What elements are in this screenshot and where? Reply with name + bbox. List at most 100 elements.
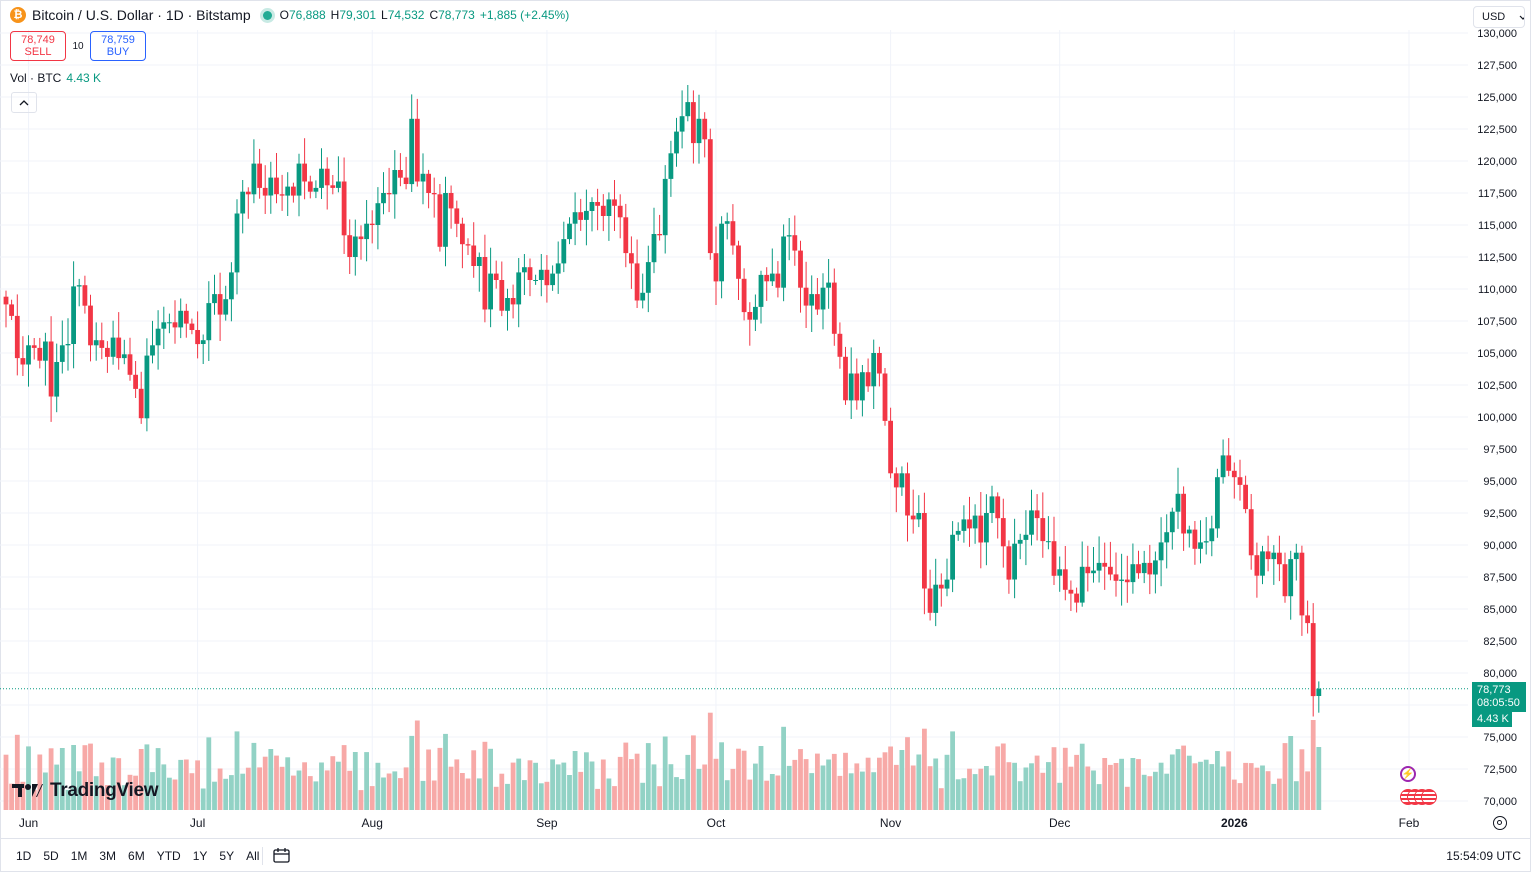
volume-bar: [1271, 783, 1277, 810]
candle: [206, 303, 212, 341]
volume-bar: [544, 781, 550, 810]
candle: [409, 118, 415, 185]
candle: [420, 173, 426, 182]
volume-bar: [1248, 763, 1254, 810]
candle: [482, 257, 488, 310]
candle: [155, 328, 161, 346]
event-lightning-icon[interactable]: ⚡: [1400, 766, 1416, 782]
buy-button[interactable]: 78,759 BUY: [90, 31, 146, 61]
spread-value: 10: [72, 40, 84, 52]
volume-bar: [268, 749, 274, 810]
settings-icon[interactable]: [1493, 816, 1507, 830]
price-tick-label: 127,500: [1477, 60, 1517, 72]
symbol-legend: ₿ Bitcoin / U.S. Dollar · 1D · Bitstamp …: [10, 7, 569, 23]
volume-bar: [37, 754, 43, 810]
close-value: 78,773: [438, 8, 475, 22]
candle: [341, 181, 347, 236]
range-button-3m[interactable]: 3M: [99, 849, 117, 863]
volume-bar: [223, 778, 229, 810]
range-button-all[interactable]: All: [246, 849, 260, 863]
candle: [296, 163, 302, 196]
range-button-1d[interactable]: 1D: [16, 849, 32, 863]
volume-bar: [522, 780, 527, 810]
volume-bar: [183, 759, 189, 810]
candle: [1079, 566, 1085, 603]
candle: [1305, 615, 1310, 624]
candle: [1254, 555, 1260, 576]
sell-label: SELL: [24, 46, 52, 58]
volume-bar: [809, 773, 815, 810]
price-tick-label: 75,000: [1483, 732, 1517, 744]
symbol-title[interactable]: Bitcoin / U.S. Dollar · 1D · Bitstamp: [32, 7, 251, 23]
candle: [358, 236, 364, 240]
candle: [1034, 510, 1040, 519]
volume-bar: [3, 754, 9, 810]
volume-bar: [155, 748, 161, 810]
candle: [336, 181, 341, 188]
volume-bar: [1265, 771, 1271, 810]
volume-bar: [1034, 755, 1040, 810]
volume-bar: [1023, 767, 1029, 810]
currency-value: USD: [1482, 11, 1506, 23]
candle: [71, 286, 76, 344]
candle: [893, 473, 899, 488]
candle: [1102, 562, 1108, 567]
candle: [1023, 534, 1029, 540]
candle: [20, 358, 26, 365]
candle: [93, 340, 99, 346]
volume-bar: [848, 773, 854, 810]
volume-bar: [922, 728, 927, 810]
candle: [651, 234, 657, 263]
range-button-5y[interactable]: 5Y: [219, 849, 235, 863]
volume-bar: [764, 780, 770, 810]
volume-legend[interactable]: Vol · BTC 4.43 K: [10, 71, 101, 85]
tradingview-logo[interactable]: TradingView: [12, 778, 159, 804]
us-flag-icon[interactable]: [1421, 789, 1437, 805]
change-value: +1,885 (+2.45%): [479, 8, 570, 22]
candle: [229, 272, 234, 300]
range-button-ytd[interactable]: YTD: [156, 849, 181, 863]
volume-bar: [1147, 776, 1153, 810]
volume-bar: [251, 742, 257, 810]
volume-bar: [606, 778, 612, 810]
price-tick-label: 115,000: [1478, 220, 1517, 232]
volume-bar: [150, 772, 155, 810]
volume-bar: [392, 771, 398, 810]
bar-countdown: 08:05:50: [1477, 697, 1520, 709]
volume-bar: [702, 764, 708, 810]
candle: [989, 496, 995, 513]
last-price-tag: 78,773 08:05:50: [1472, 682, 1526, 712]
candle: [465, 244, 471, 246]
volume-bar: [1029, 763, 1034, 810]
volume-bar: [341, 745, 347, 810]
candle: [600, 205, 606, 216]
range-button-1y[interactable]: 1Y: [192, 849, 208, 863]
utc-clock[interactable]: 15:54:09 UTC: [1446, 849, 1521, 863]
volume-bar: [1181, 745, 1186, 810]
volume-bar: [1192, 763, 1198, 810]
candle: [662, 178, 668, 236]
candle: [668, 153, 674, 179]
volume-bar: [662, 736, 668, 810]
sell-button[interactable]: 78,749 SELL: [10, 31, 66, 61]
volume-bar: [888, 746, 893, 810]
candle: [245, 191, 251, 195]
calendar-goto-icon[interactable]: [273, 847, 290, 863]
candle: [454, 208, 460, 224]
range-button-5d[interactable]: 5D: [43, 849, 59, 863]
candle: [1175, 493, 1181, 512]
volume-bar: [409, 735, 415, 810]
collapse-legend-button[interactable]: [11, 92, 37, 113]
volume-bar: [533, 762, 538, 810]
candle: [1046, 541, 1051, 543]
volume-bar: [612, 786, 617, 810]
range-button-1m[interactable]: 1M: [70, 849, 88, 863]
volume-bar: [54, 764, 60, 810]
candle: [865, 372, 871, 387]
currency-select[interactable]: USD: [1473, 6, 1525, 28]
volume-bar: [1040, 772, 1046, 810]
candle: [820, 287, 826, 310]
economic-events[interactable]: [1400, 789, 1437, 805]
range-button-6m[interactable]: 6M: [128, 849, 145, 863]
